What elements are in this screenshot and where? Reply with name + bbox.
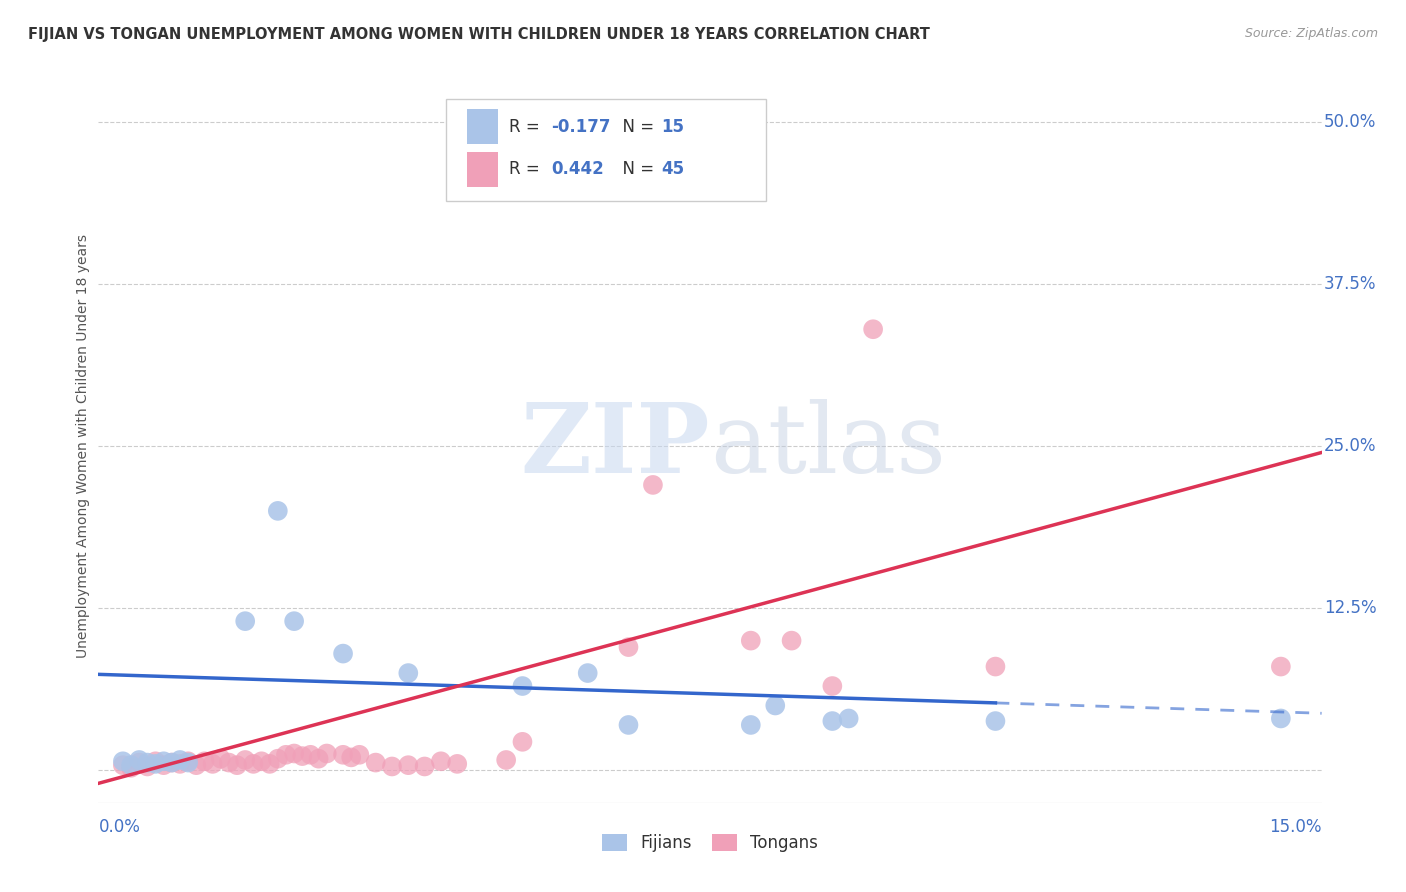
Text: R =: R = (509, 161, 546, 178)
Text: 50.0%: 50.0% (1324, 112, 1376, 130)
Point (349, 747, 371, 762)
Point (381, 759, 404, 773)
Point (984, 714, 1007, 728)
Point (821, 714, 844, 728)
Point (233, 614, 256, 628)
Point (160, 756, 183, 770)
Text: 25.0%: 25.0% (1324, 437, 1376, 455)
Point (495, 753, 517, 767)
Text: 15: 15 (661, 118, 685, 136)
Point (1270, 711, 1292, 725)
Point (984, 659, 1007, 673)
Point (186, 758, 208, 772)
Point (242, 756, 264, 771)
Text: 0.0%: 0.0% (98, 818, 141, 837)
Point (740, 633, 762, 648)
Text: ZIP: ZIP (520, 399, 710, 493)
Point (201, 756, 224, 771)
Point (332, 747, 354, 762)
Text: Source: ZipAtlas.com: Source: ZipAtlas.com (1244, 27, 1378, 40)
Point (160, 756, 183, 770)
Point (1270, 659, 1292, 673)
Text: 45: 45 (661, 161, 685, 178)
Point (512, 679, 534, 693)
Point (169, 753, 191, 767)
Point (838, 711, 860, 725)
Point (576, 666, 599, 681)
Text: N =: N = (612, 118, 659, 136)
Point (291, 749, 314, 764)
Point (111, 754, 134, 768)
Point (396, 666, 419, 681)
Point (283, 747, 305, 761)
Point (332, 647, 354, 661)
Point (145, 756, 167, 771)
Point (111, 758, 134, 772)
Point (283, 614, 305, 628)
Point (218, 756, 240, 770)
Point (340, 750, 363, 764)
Point (299, 747, 322, 762)
Text: 15.0%: 15.0% (1270, 818, 1322, 837)
Point (308, 752, 330, 766)
Point (152, 754, 174, 768)
Text: FIJIAN VS TONGAN UNEMPLOYMENT AMONG WOMEN WITH CHILDREN UNDER 18 YEARS CORRELATI: FIJIAN VS TONGAN UNEMPLOYMENT AMONG WOME… (28, 27, 929, 42)
Point (274, 747, 297, 762)
Point (193, 754, 215, 768)
Point (145, 754, 167, 768)
Point (780, 633, 803, 648)
Text: atlas: atlas (710, 399, 946, 493)
Point (120, 758, 142, 772)
Point (267, 752, 290, 766)
Point (364, 756, 387, 770)
Text: -0.177: -0.177 (551, 118, 612, 136)
Point (413, 759, 436, 773)
Point (763, 698, 786, 713)
Point (259, 756, 281, 771)
Point (740, 718, 762, 732)
Point (315, 747, 337, 761)
Point (617, 640, 640, 654)
Point (169, 756, 191, 771)
Point (446, 756, 468, 771)
Point (136, 759, 159, 773)
Text: N =: N = (612, 161, 659, 178)
Point (136, 756, 159, 770)
Point (641, 478, 664, 492)
Legend: Fijians, Tongans: Fijians, Tongans (595, 827, 825, 859)
Point (821, 679, 844, 693)
Text: 37.5%: 37.5% (1324, 275, 1376, 293)
Point (396, 758, 419, 772)
Text: 12.5%: 12.5% (1324, 599, 1376, 617)
Text: R =: R = (509, 118, 546, 136)
Point (267, 504, 290, 518)
Point (430, 754, 453, 768)
Point (120, 761, 142, 775)
Text: 0.442: 0.442 (551, 161, 605, 178)
Point (128, 756, 150, 770)
Point (177, 754, 200, 768)
Point (617, 718, 640, 732)
Point (233, 753, 256, 767)
Point (177, 756, 200, 770)
Point (128, 753, 150, 767)
Point (226, 758, 249, 772)
Y-axis label: Unemployment Among Women with Children Under 18 years: Unemployment Among Women with Children U… (76, 234, 90, 658)
Point (862, 322, 884, 336)
Point (152, 758, 174, 772)
Point (209, 752, 232, 766)
Point (512, 735, 534, 749)
Point (250, 754, 273, 768)
